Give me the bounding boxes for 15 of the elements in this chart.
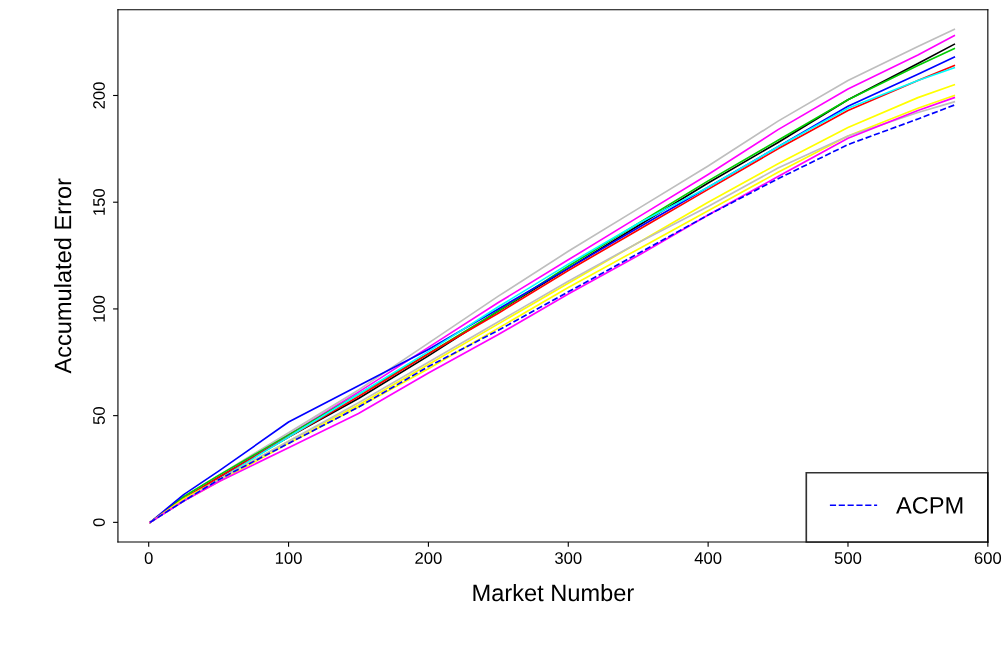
y-tick-label: 0 bbox=[93, 518, 105, 527]
x-tick-label: 400 bbox=[694, 552, 722, 564]
y-axis-title: Accumulated Error bbox=[54, 178, 72, 374]
y-tick-label: 150 bbox=[93, 188, 105, 215]
x-tick-label: 200 bbox=[415, 552, 442, 564]
x-tick-label: 300 bbox=[555, 552, 582, 564]
y-tick-label: 100 bbox=[93, 295, 105, 322]
x-tick-label: 600 bbox=[974, 552, 1002, 564]
x-axis-title: Market Number bbox=[473, 583, 634, 602]
legend-label: ACPM bbox=[896, 497, 963, 514]
x-tick-label: 500 bbox=[834, 552, 862, 564]
y-tick-label: 50 bbox=[93, 407, 105, 425]
x-tick-label: 100 bbox=[275, 552, 302, 564]
y-tick-label: 200 bbox=[93, 82, 105, 109]
x-tick-label: 0 bbox=[144, 552, 153, 564]
